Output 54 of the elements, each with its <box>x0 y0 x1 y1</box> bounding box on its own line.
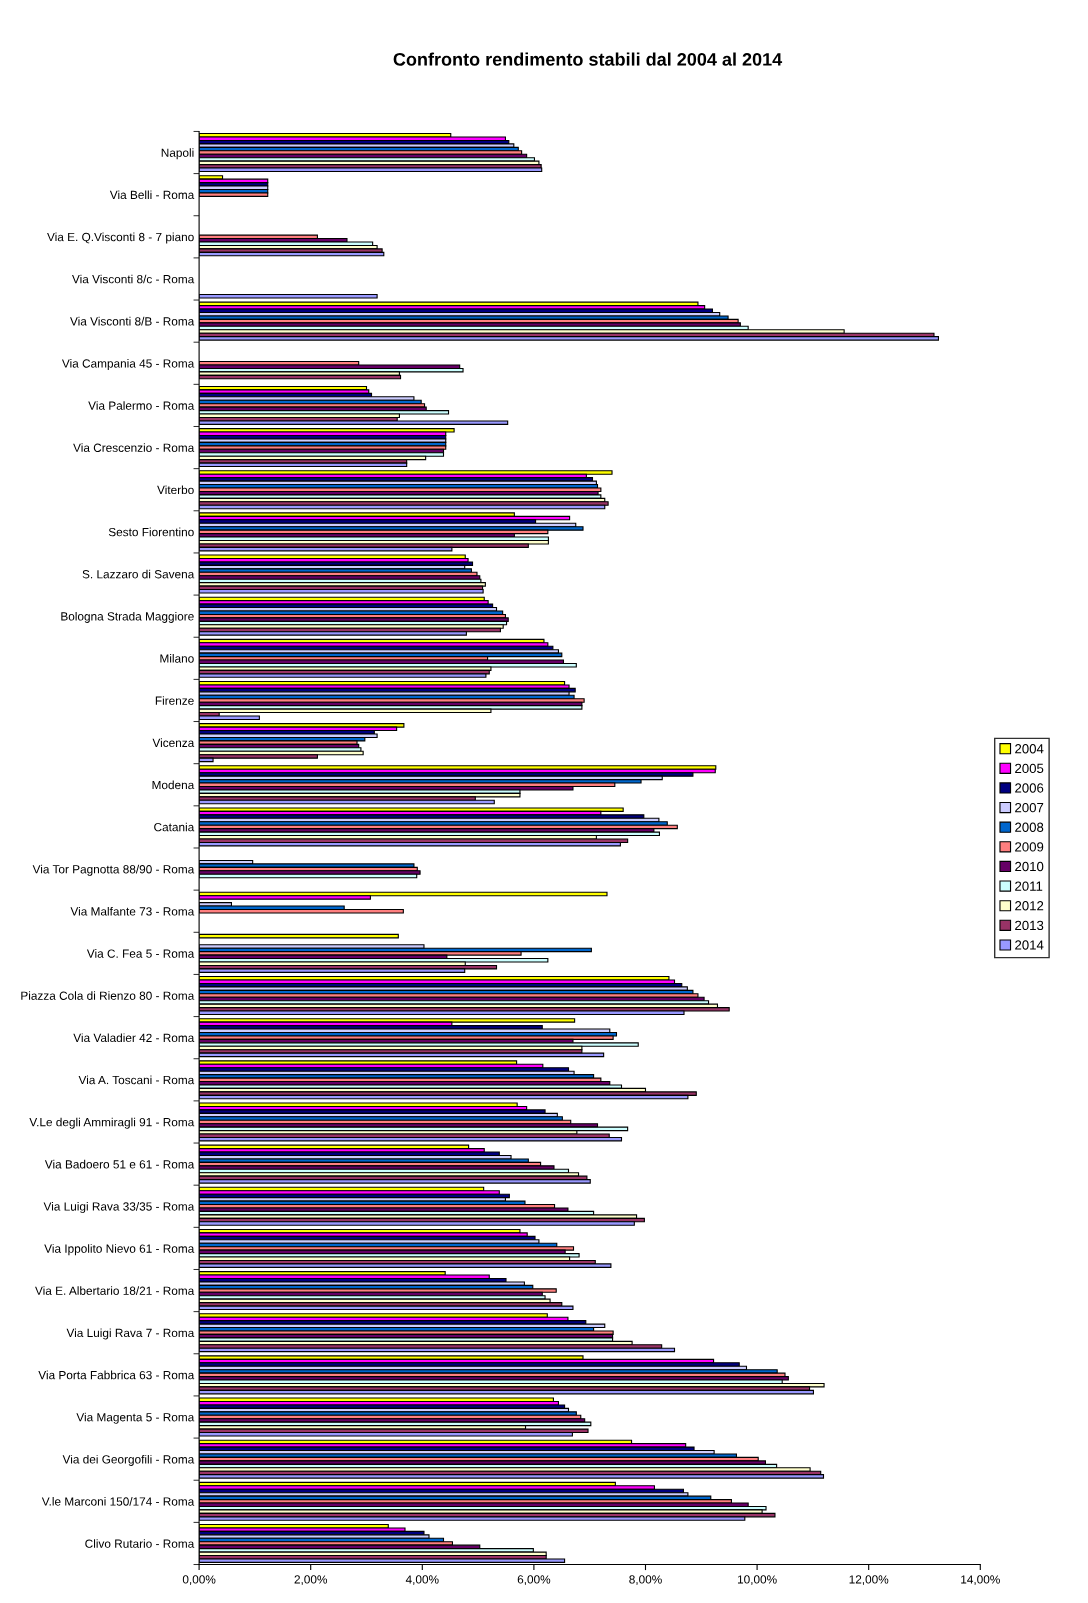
x-tick-label: 0,00% <box>182 1575 216 1586</box>
y-tick-label: Via Valadier 42 - Roma <box>73 1033 195 1043</box>
y-tick-label: Via Magenta 5 - Roma <box>76 1412 195 1424</box>
x-tick-label: 14,00% <box>961 1575 1000 1586</box>
legend-label: 2013 <box>1015 920 1044 931</box>
x-tick-label: 2,00% <box>294 1575 328 1586</box>
y-tick-label: Via Visconti 8/B - Roma <box>70 316 195 326</box>
y-tick-label: Milano <box>160 654 194 663</box>
y-tick-label: Via Crescenzio - Roma <box>73 443 195 452</box>
x-tick-label: 12,00% <box>849 1575 889 1586</box>
y-tick-label: Via Badoero 51 e 61 - Roma <box>44 1159 195 1169</box>
x-tick-label: 8,00% <box>629 1575 662 1586</box>
y-tick-label: Via E. Albertario 18/21 - Roma <box>35 1286 195 1295</box>
y-tick-label: Via Belli - Roma <box>109 190 195 200</box>
legend-label: 2010 <box>1015 861 1044 872</box>
y-tick-label: Via Luigi Rava 7 - Roma <box>66 1328 195 1340</box>
y-tick-label: Via Ippolito Nievo 61 - Roma <box>44 1244 195 1256</box>
y-tick-label: Via Luigi Rava 33/35 - Roma <box>43 1201 195 1213</box>
legend-label: 2014 <box>1015 940 1044 950</box>
x-tick-label: 6,00% <box>517 1575 551 1586</box>
y-tick-label: Via C. Fea 5 - Roma <box>86 949 195 958</box>
y-tick-label: Via Tor Pagnotta 88/90 - Roma <box>32 864 195 876</box>
y-tick-label: Via Malfante 73 - Roma <box>70 906 195 916</box>
y-tick-label: Via Palermo - Roma <box>88 401 195 410</box>
y-tick-label: Via E. Q.Visconti 8 - 7 piano <box>47 232 194 244</box>
legend-label: 2005 <box>1015 763 1044 774</box>
y-tick-label: Modena <box>152 780 195 790</box>
y-tick-label: Via A. Toscani - Roma <box>78 1075 195 1085</box>
x-tick-label: 4,00% <box>405 1575 439 1586</box>
legend-label: 2012 <box>1015 901 1044 911</box>
y-tick-label: S. Lazzaro di Savena <box>82 569 195 579</box>
y-tick-label: Napoli <box>161 148 194 160</box>
y-tick-label: Clivo Rutario - Roma <box>85 1539 195 1548</box>
y-tick-label: Via Porta Fabbrica 63 - Roma <box>38 1370 195 1380</box>
y-tick-label: Bologna Strada Maggiore <box>61 611 194 623</box>
y-tick-label: Via Visconti 8/c - Roma <box>72 274 195 284</box>
y-tick-label: Vicenza <box>152 738 195 748</box>
legend-label: 2008 <box>1015 822 1044 832</box>
y-tick-label: V.Le degli Ammiragli 91 - Roma <box>29 1117 195 1129</box>
y-tick-label: Viterbo <box>157 485 194 495</box>
y-tick-label: Firenze <box>155 696 194 705</box>
legend-label: 2007 <box>1015 802 1044 813</box>
y-tick-label: Piazza Cola di Rienzo 80 - Roma <box>21 991 195 1000</box>
legend-label: 2009 <box>1015 842 1044 852</box>
y-tick-label: Via Campania 45 - Roma <box>61 358 195 370</box>
legend-label: 2006 <box>1015 783 1044 793</box>
y-tick-label: Catania <box>154 822 195 832</box>
legend-label: 2004 <box>1015 744 1044 754</box>
y-tick-label: Sesto Fiorentino <box>108 527 194 537</box>
x-tick-label: 10,00% <box>737 1575 777 1586</box>
y-tick-label: V.le Marconi 150/174 - Roma <box>41 1497 195 1506</box>
y-tick-label: Via dei Georgofili - Roma <box>62 1454 195 1466</box>
legend-label: 2011 <box>1015 881 1043 891</box>
chart-title: Confronto rendimento stabili dal 2004 al 2014 <box>393 52 783 66</box>
